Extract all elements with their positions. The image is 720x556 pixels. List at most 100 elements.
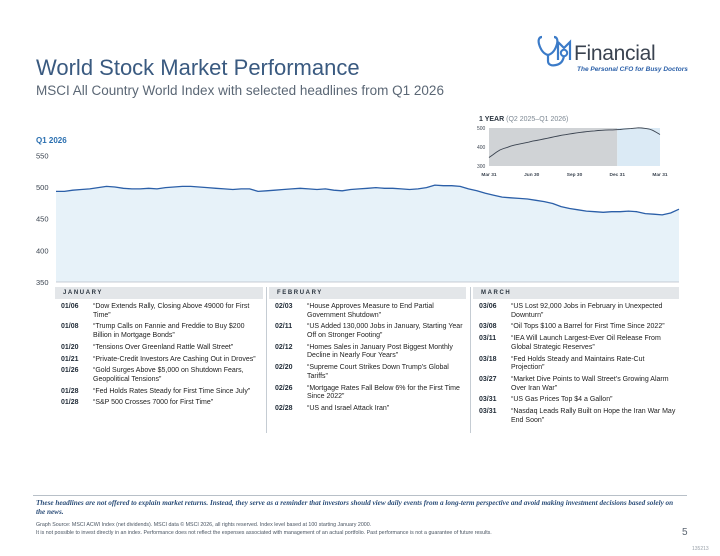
headline-date: 01/06 (61, 303, 79, 310)
y-tick-label: 350 (36, 278, 49, 286)
headline-date: 02/26 (275, 384, 293, 392)
headline-date: 03/06 (479, 303, 497, 310)
y-tick-label: 550 (36, 151, 49, 160)
headline-entry: 01/28 “S&P 500 Crosses 7000 for First Tim… (55, 399, 263, 408)
headline-text: “Gold Surges Above $5,000 on Shutdown Fe… (93, 367, 244, 383)
headline-text: “Fed Holds Steady and Maintains Rate-Cut… (511, 355, 645, 372)
headline-entry: 01/08 “Trump Calls on Fannie and Freddie … (55, 323, 263, 340)
inset-x-tick: Dec 31 (610, 172, 626, 178)
disclaimer: It is not possible to invest directly in… (36, 530, 492, 536)
month-column-february: FEBRUARY 02/03 “House Approves Measure to … (269, 287, 466, 417)
headline-entry: 03/18 “Fed Holds Steady and Maintains Rat… (473, 356, 679, 373)
graph-source: Graph Source: MSCI ACWI Index (net divid… (36, 522, 372, 528)
headline-text: “House Approves Measure to End Partial G… (307, 303, 434, 319)
headline-date: 01/20 (61, 343, 79, 351)
headline-text: “US Gas Prices Top $4 a Gallon” (511, 396, 613, 404)
headline-date: 02/20 (275, 364, 293, 372)
headline-date: 03/08 (479, 323, 497, 331)
headline-text: “Market Dive Points to Wall Street’s Gro… (511, 375, 669, 392)
prior-period-shade (489, 128, 618, 166)
headline-entry: 02/28 “US and Israel Attack Iran” (269, 405, 466, 414)
headline-text: “Tensions Over Greenland Rattle Wall Str… (93, 343, 234, 351)
headline-entry: 03/06 “US Lost 92,000 Jobs in February in… (473, 303, 679, 320)
headline-entry: 01/06 “Dow Extends Rally, Closing Above 4… (55, 303, 263, 320)
headline-text: “Supreme Court Strikes Down Trump’s Glob… (307, 364, 449, 380)
brand-tagline: The Personal CFO for Busy Doctors (577, 66, 688, 73)
inset-y-tick: 400 (477, 145, 486, 151)
inset-chart-title: 1 YEAR (Q2 2025–Q1 2026) (479, 116, 568, 123)
y-tick-label: 400 (36, 246, 49, 255)
headline-entry: 01/28 “Fed Holds Rates Steady for First T… (55, 388, 263, 397)
headline-date: 02/11 (275, 323, 293, 331)
headline-text: “Nasdaq Leads Rally Built on Hope the Ir… (511, 408, 676, 424)
month-header: FEBRUARY (269, 287, 466, 299)
month-divider (266, 287, 267, 433)
main-series-area (56, 185, 679, 282)
main-series-line (56, 184, 680, 216)
headline-entry: 03/08 “Oil Tops $100 a Barrel for First T… (473, 323, 679, 332)
headline-date: 02/03 (275, 303, 293, 310)
headline-date: 03/31 (479, 408, 497, 416)
y-tick-label: 500 (36, 183, 49, 192)
headline-text: “Fed Holds Rates Steady for First Time S… (93, 387, 251, 395)
inset-chart: 500 400 300 Mar 31 Jun 30 Sep 30 Dec 31 Mar 31 (477, 126, 668, 178)
headline-text: “Dow Extends Rally, Closing Above 49000 … (93, 303, 250, 319)
headline-date: 03/31 (479, 396, 497, 404)
headline-columns: JANUARY 01/06 “Dow Extends Rally, Closing … (55, 287, 679, 433)
headline-text: “Private-Credit Investors Are Cashing Ou… (93, 355, 256, 363)
headline-date: 01/26 (61, 367, 79, 375)
headline-entry: 02/03 “House Approves Measure to End Part… (269, 303, 466, 320)
footer-note: These headlines are not offered to expla… (36, 499, 674, 516)
main-chart: 350 400 450 500 550 (36, 151, 680, 286)
month-divider (470, 287, 471, 433)
headline-date: 02/28 (275, 404, 293, 412)
inset-y-tick: 500 (477, 126, 486, 132)
stethoscope-logo-icon (537, 35, 572, 67)
headline-text: “Oil Tops $100 a Barrel for First Time S… (511, 323, 665, 331)
inset-series-line (488, 127, 661, 158)
headline-entry: 01/20 “Tensions Over Greenland Rattle Wal… (55, 344, 263, 353)
headline-entry: 03/31 “US Gas Prices Top $4 a Gallon” (473, 396, 679, 405)
headline-date: 01/28 (61, 399, 79, 407)
headline-text: “Trump Calls on Fannie and Freddie to Bu… (93, 323, 245, 339)
headline-entry: 02/12 “Homes Sales in January Post Bigges… (269, 344, 466, 361)
month-column-january: JANUARY 01/06 “Dow Extends Rally, Closing … (55, 287, 263, 411)
headline-text: “S&P 500 Crosses 7000 for First Time” (93, 399, 214, 407)
headline-date: 03/11 (479, 335, 497, 343)
page-subtitle: MSCI All Country World Index with select… (36, 83, 444, 98)
headline-date: 02/12 (275, 343, 293, 351)
page-title: World Stock Market Performance (36, 55, 360, 80)
headline-entry: 02/11 “US Added 130,000 Jobs in January, … (269, 323, 466, 340)
footer-divider (33, 495, 687, 496)
headline-text: “IEA Will Launch Largest-Ever Oil Releas… (511, 335, 661, 351)
headline-text: “Homes Sales in January Post Biggest Mon… (307, 343, 453, 360)
inset-x-tick: Mar 31 (652, 172, 668, 178)
page-number: 5 (682, 527, 688, 538)
headline-text: “US and Israel Attack Iran” (307, 404, 390, 412)
headline-text: “Mortgage Rates Fall Below 6% for the Fi… (307, 384, 460, 401)
headline-date: 03/18 (479, 355, 497, 363)
headline-entry: 02/26 “Mortgage Rates Fall Below 6% for t… (269, 385, 466, 402)
inset-x-tick: Mar 31 (481, 172, 497, 178)
headline-text: “US Added 130,000 Jobs in January, Start… (307, 323, 463, 339)
headline-date: 03/27 (479, 375, 497, 383)
brand-logo: Financial The Personal CFO for Busy Doct… (536, 34, 688, 74)
headline-entry: 03/27 “Market Dive Points to Wall Street’… (473, 376, 679, 393)
brand-name: Financial (574, 42, 656, 65)
main-chart-title: Q1 2026 (36, 136, 67, 145)
headline-text: “US Lost 92,000 Jobs in February in Unex… (511, 303, 663, 319)
month-header: MARCH (473, 287, 679, 299)
headline-entry: 03/11 “IEA Will Launch Largest-Ever Oil R… (473, 335, 679, 352)
document-code: 135213 (692, 546, 709, 552)
month-column-march: MARCH 03/06 “US Lost 92,000 Jobs in Februa… (473, 287, 679, 428)
inset-x-tick: Sep 30 (567, 172, 583, 178)
headline-date: 01/28 (61, 387, 79, 395)
q1-highlight (617, 128, 660, 166)
y-tick-label: 450 (36, 215, 49, 224)
headline-entry: 01/21 “Private-Credit Investors Are Cashi… (55, 356, 263, 365)
inset-y-tick: 300 (477, 164, 486, 170)
headline-entry: 03/31 “Nasdaq Leads Rally Built on Hope t… (473, 408, 679, 425)
headline-entry: 02/20 “Supreme Court Strikes Down Trump’s… (269, 364, 466, 381)
headline-date: 01/08 (61, 323, 79, 331)
month-header: JANUARY (55, 287, 263, 299)
